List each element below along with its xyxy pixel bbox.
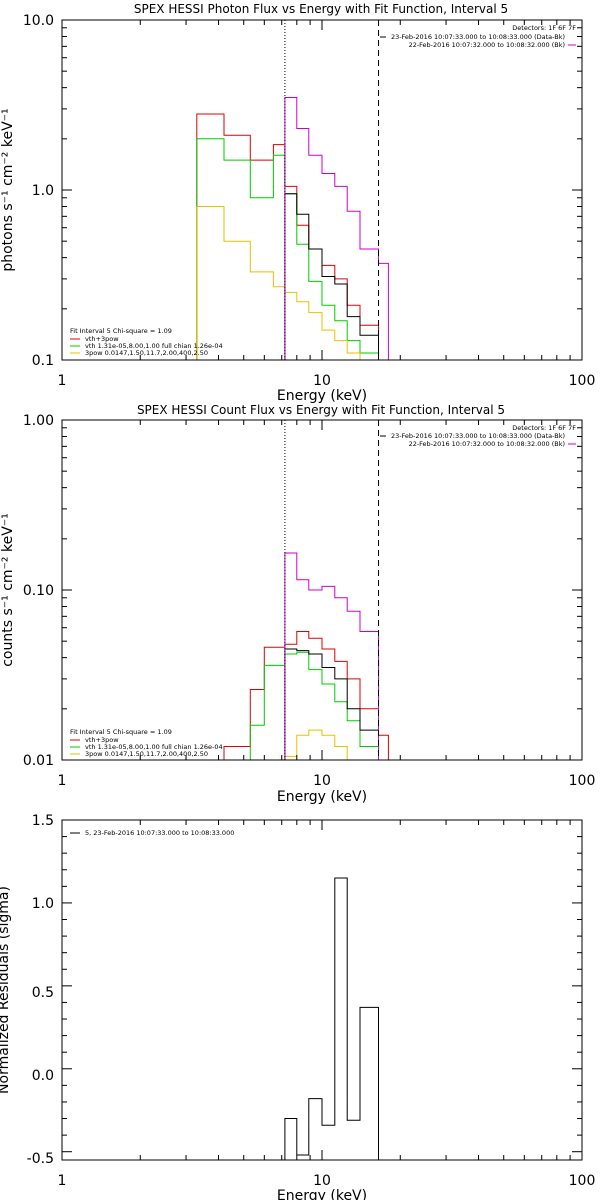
count-flux-x-ticks (61, 420, 583, 760)
count-flux-ytick-label: 0.01 (23, 753, 54, 769)
count-flux-xtick-label: 10 (313, 773, 331, 789)
count-flux-xlabel: Energy (keV) (277, 789, 367, 805)
photon-flux-xlabel: Energy (keV) (277, 388, 367, 404)
residuals-x-ticks (61, 820, 583, 1160)
count-flux-header-line: 23-Feb-2016 10:07:33.000 to 10:08:33.000… (391, 432, 565, 440)
count-flux-detectors-label: Detectors: 1F 6F 7F (512, 424, 576, 432)
series-green-line (249, 651, 379, 760)
photon-flux-xtick-label: 10 (313, 373, 331, 389)
residuals-xtick-label: 100 (569, 1173, 596, 1189)
photon-flux-xtick-label: 1 (58, 373, 67, 389)
series-magenta-line (284, 552, 379, 760)
count-flux-reference-lines (284, 420, 380, 760)
photon-flux-title: SPEX HESSI Photon Flux vs Energy with Fi… (134, 2, 508, 16)
count-flux-fit-title: Fit Interval 5 Chi-square = 1.09 (70, 728, 172, 736)
photon-flux-reference-lines (284, 20, 380, 360)
photon-flux-header-line: 22-Feb-2016 10:07:32.000 to 10:08:32.000… (409, 41, 565, 49)
photon-flux-ytick-label: 0.1 (32, 353, 54, 369)
count-flux-xtick-label: 1 (58, 773, 67, 789)
count-flux-fit-item: vth+3pow (85, 736, 119, 744)
series-black-line (284, 648, 379, 760)
photon-flux-panel: SPEX HESSI Photon Flux vs Energy with Fi… (0, 2, 595, 404)
photon-flux-y-ticks (62, 19, 582, 361)
photon-flux-fit-item: vth 1.31e-05,8.00,1.00 full chian 1.26e-… (85, 342, 223, 350)
residuals-ytick-label: 1.5 (32, 813, 54, 829)
photon-flux-fit-item: 3pow 0.0147,1.50,11.7,2.00,400,2.50 (85, 349, 208, 357)
photon-flux-ytick-label: 10.0 (23, 13, 54, 29)
residuals-ylabel: Normalized Residuals (sigma) (0, 886, 12, 1094)
series-black-line (284, 193, 379, 360)
count-flux-panel: SPEX HESSI Count Flux vs Energy with Fit… (0, 403, 595, 805)
count-flux-fit-item: vth 1.31e-05,8.00,1.00 full chian 1.26e-… (85, 743, 223, 751)
count-flux-ytick-label: 0.10 (23, 583, 54, 599)
residuals-series (284, 877, 379, 1160)
count-flux-fit-item: 3pow 0.0147,1.50,11.7,2.00,400,2.50 (85, 750, 208, 758)
residuals-xtick-label: 1 (58, 1173, 67, 1189)
photon-flux-x-ticks (61, 20, 583, 360)
photon-flux-fit-title: Fit Interval 5 Chi-square = 1.09 (70, 327, 172, 335)
residuals-xlabel: Energy (keV) (277, 1188, 367, 1200)
count-flux-header-line: 22-Feb-2016 10:07:32.000 to 10:08:32.000… (409, 440, 565, 448)
photon-flux-header-line: 23-Feb-2016 10:07:33.000 to 10:08:33.000… (391, 33, 565, 41)
photon-flux-detectors-label: Detectors: 1F 6F 7F (512, 24, 576, 32)
residuals-panel: 1 10 100 -0.5 0.0 0.5 1.0 1.5 Energy (ke… (0, 813, 595, 1200)
series-yellow-line (196, 206, 379, 361)
photon-flux-clip-series (196, 97, 389, 361)
residuals-legend-item: 5, 23-Feb-2016 10:07:33.000 to 10:08:33.… (85, 829, 234, 837)
photon-flux-xtick-label: 100 (569, 373, 596, 389)
photon-flux-fit-item: vth+3pow (85, 335, 119, 343)
count-flux-y-ticks (62, 419, 582, 761)
residuals-ytick-label: 0.0 (32, 1068, 54, 1084)
count-flux-ytick-label: 1.00 (23, 413, 54, 429)
photon-flux-ylabel: photons s⁻¹ cm⁻² keV⁻¹ (0, 108, 16, 271)
residuals-ytick-label: 0.5 (32, 985, 54, 1001)
count-flux-series (223, 552, 401, 761)
series-green-line (196, 138, 379, 360)
residuals-ytick-label: -0.5 (27, 1151, 54, 1167)
photon-flux-ytick-label: 1.0 (32, 183, 54, 199)
count-flux-title: SPEX HESSI Count Flux vs Energy with Fit… (137, 403, 505, 417)
photon-flux-axes-frame (61, 19, 583, 361)
series-black-line (284, 877, 379, 1160)
series-red-line (196, 113, 379, 360)
count-flux-ylabel: counts s⁻¹ cm⁻² keV⁻¹ (0, 513, 16, 667)
count-flux-xtick-label: 100 (569, 773, 596, 789)
residuals-xtick-label: 10 (313, 1173, 331, 1189)
residuals-ytick-label: 1.0 (32, 896, 54, 912)
residuals-y-ticks (62, 819, 582, 1153)
